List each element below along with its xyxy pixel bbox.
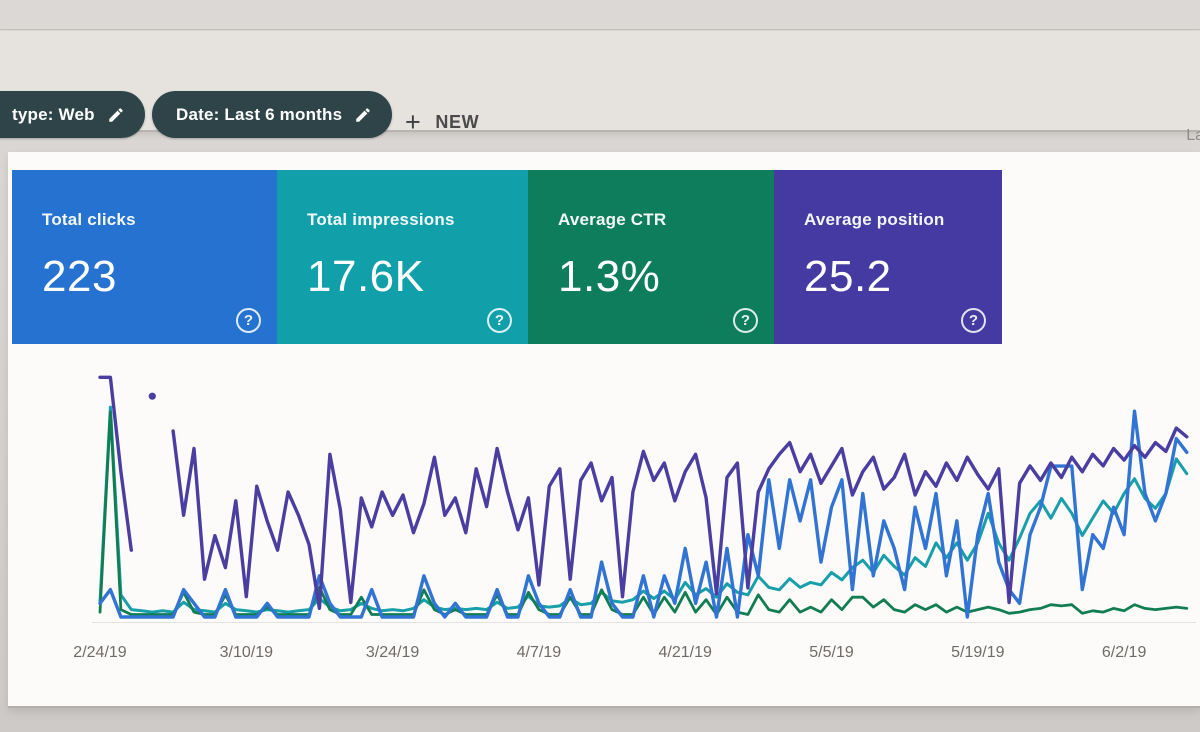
position-line — [171, 426, 1189, 611]
filter-chip-label: Date: Last 6 months — [176, 104, 343, 124]
metric-label: Average CTR — [558, 210, 667, 229]
new-filter-button[interactable]: + NEW — [405, 101, 479, 143]
filter-toolbar: type: Web Date: Last 6 months + NEW La — [0, 31, 1200, 144]
position-point — [148, 392, 156, 400]
filter-chip-search-type[interactable]: type: Web — [0, 91, 145, 138]
metric-card-average-ctr[interactable]: Average CTR 1.3% ? — [528, 170, 774, 344]
top-strip — [0, 0, 1200, 30]
x-axis-tick: 6/2/19 — [1101, 644, 1147, 661]
metric-card-total-clicks[interactable]: Total clicks 223 ? — [12, 170, 277, 344]
help-icon[interactable]: ? — [236, 308, 261, 333]
help-icon[interactable]: ? — [487, 308, 512, 333]
x-axis-tick: 3/10/19 — [219, 644, 273, 661]
metric-card-average-position[interactable]: Average position 25.2 ? — [774, 170, 1002, 344]
help-icon[interactable]: ? — [733, 308, 758, 333]
x-axis-tick: 2/24/19 — [73, 644, 127, 661]
metric-value: 17.6K — [307, 252, 425, 301]
position-line — [98, 375, 133, 552]
chart-baseline — [92, 622, 1196, 623]
metric-value: 1.3% — [558, 252, 661, 301]
metric-value: 25.2 — [804, 252, 892, 301]
performance-chart[interactable] — [92, 366, 1196, 624]
x-axis-labels: 2/24/19 3/10/19 3/24/19 4/7/19 4/21/19 5/5/19… — [0, 644, 1200, 668]
filter-chip-label: type: Web — [12, 104, 95, 124]
x-axis-tick: 4/7/19 — [516, 644, 562, 661]
last-updated-partial-text: La — [1186, 127, 1200, 144]
plus-icon: + — [405, 106, 422, 137]
filter-chip-date-range[interactable]: Date: Last 6 months — [152, 91, 393, 138]
pencil-icon[interactable] — [354, 106, 372, 124]
metric-label: Average position — [804, 210, 945, 229]
metric-card-total-impressions[interactable]: Total impressions 17.6K ? — [277, 170, 528, 344]
metric-cards-row: Total clicks 223 ? Total impressions 17.… — [12, 170, 1002, 344]
ctr-line — [98, 410, 1189, 616]
x-axis-tick: 5/5/19 — [809, 644, 854, 661]
metric-label: Total clicks — [42, 210, 136, 229]
metric-value: 223 — [42, 252, 117, 301]
new-button-label: NEW — [435, 111, 480, 132]
x-axis-tick: 4/21/19 — [658, 644, 712, 661]
x-axis-tick: 5/19/19 — [951, 644, 1005, 661]
pencil-icon[interactable] — [107, 106, 125, 124]
metric-label: Total impressions — [307, 210, 455, 229]
clicks-line — [98, 409, 1189, 619]
x-axis-tick: 3/24/19 — [365, 644, 420, 661]
help-icon[interactable]: ? — [961, 308, 986, 333]
performance-chart-svg[interactable] — [92, 366, 1196, 624]
